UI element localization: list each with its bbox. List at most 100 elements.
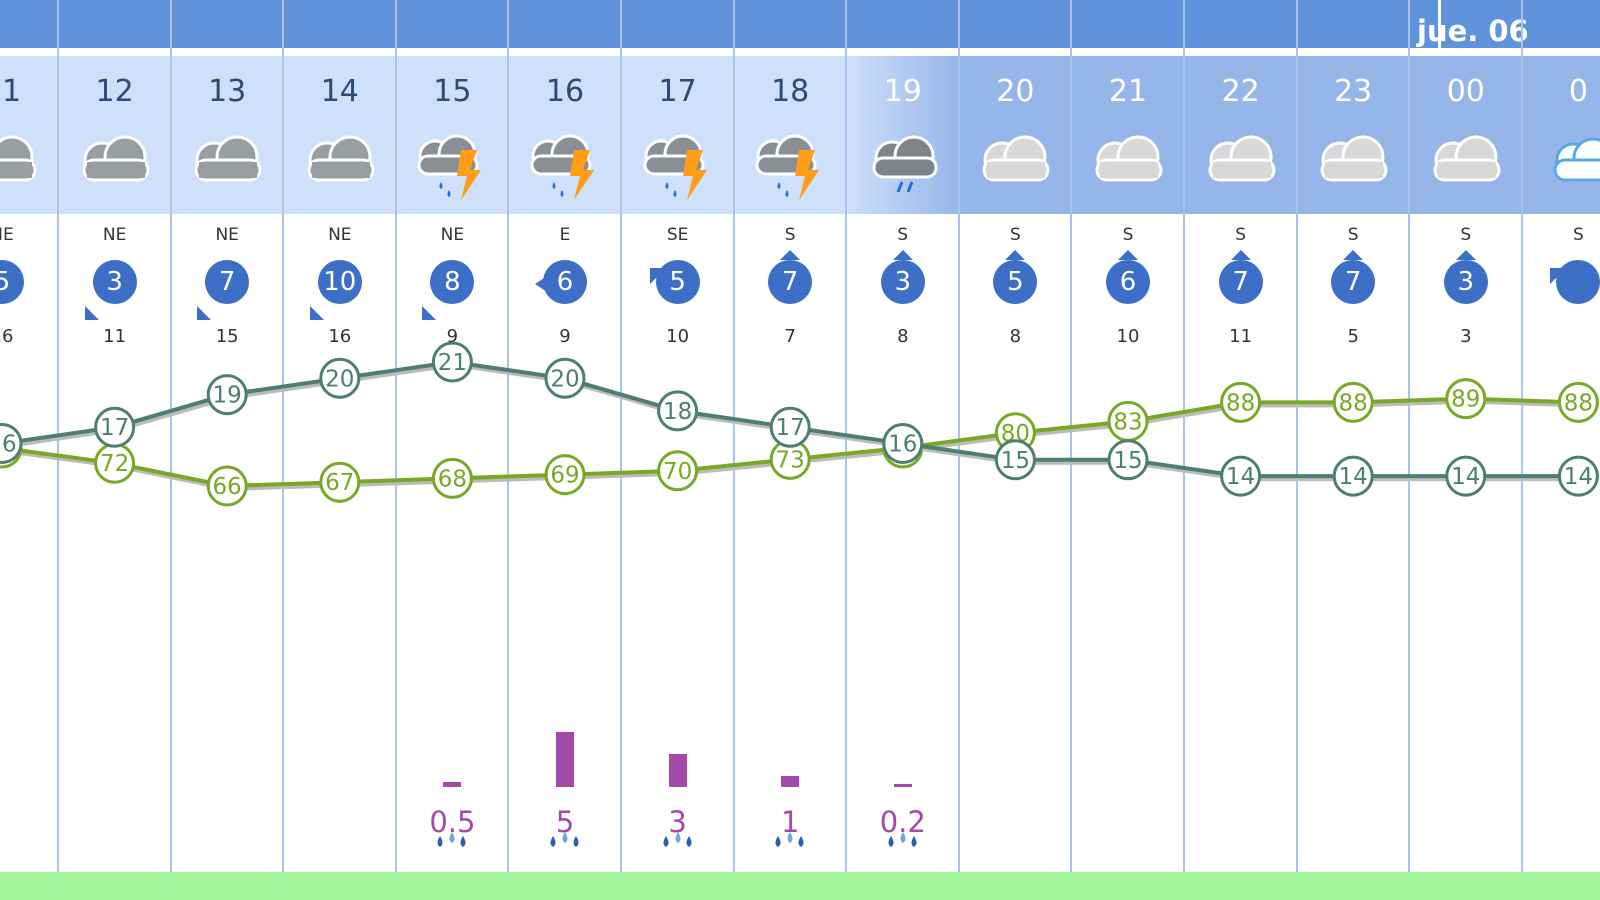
grid-line: [394, 0, 397, 900]
wind-direction-label: S: [897, 225, 909, 245]
storm-icon: [633, 130, 723, 206]
grid-line: [845, 0, 848, 900]
temperature-point: [994, 439, 1036, 481]
humidity-point: [1332, 381, 1374, 423]
wind-direction-label: S: [784, 225, 796, 245]
gust-value: 11: [103, 326, 127, 347]
grid-line: [1070, 0, 1073, 900]
humidity-point: [657, 450, 699, 492]
wind-direction-label: S: [1460, 225, 1472, 245]
wind-speed-value: 7: [768, 260, 813, 304]
humidity-value-label: 88: [1564, 390, 1593, 416]
storm-icon: [745, 130, 835, 206]
grid-line: [57, 0, 59, 900]
temperature-value-label: 20: [325, 366, 354, 392]
humidity-point: [1557, 381, 1599, 423]
wind-speed-value: 3: [92, 260, 137, 304]
wind-speed-value: 7: [1331, 260, 1376, 304]
hour-label: 23: [1334, 74, 1373, 109]
temperature-value-label: 17: [776, 415, 805, 441]
wind-badge: 7: [197, 250, 257, 320]
humidity-point: [544, 454, 586, 496]
precipitation-bar: [893, 784, 912, 787]
temperature-value-label: 14: [1226, 464, 1255, 490]
hour-column-bg: [1409, 56, 1522, 214]
gust-value: 5: [1347, 326, 1359, 347]
gust-value: 7: [784, 326, 796, 347]
wind-direction-label: NE: [215, 225, 239, 245]
precipitation-bar: [556, 732, 574, 787]
temperature-point: [0, 423, 23, 464]
humidity-value-label: 66: [213, 474, 242, 500]
temperature-point: [1332, 455, 1374, 497]
humidity-value-label: 68: [438, 466, 467, 492]
precipitation-bar: [781, 776, 800, 787]
temperature-point: [319, 357, 361, 399]
hour-label: 22: [1221, 74, 1260, 109]
precipitation-bar: [668, 754, 687, 787]
storm-icon: [520, 130, 610, 206]
wind-speed-value: 5: [993, 260, 1038, 304]
grid-line: [507, 0, 510, 900]
wind-badge: [1548, 250, 1600, 320]
wind-speed-value: 6: [543, 260, 587, 304]
humidity-value-label: 89: [1451, 387, 1480, 413]
hour-label: 13: [208, 74, 247, 109]
wind-badge: 5: [985, 250, 1045, 320]
temperature-point: [769, 406, 811, 448]
wind-badge: 3: [873, 250, 933, 320]
wind-badge: 10: [309, 250, 370, 320]
raindrops-icon: [432, 826, 472, 854]
wind-direction-label: NE: [102, 225, 127, 245]
grid-line: [620, 0, 622, 900]
gust-value: 3: [1460, 326, 1472, 347]
grid-line: [1295, 0, 1298, 900]
wind-badge: 7: [1211, 250, 1271, 320]
hour-column-bg: [846, 56, 959, 214]
temperature-value-label: 18: [663, 399, 692, 425]
grid-line: [1183, 0, 1185, 900]
temperature-value-label: 19: [213, 383, 242, 409]
temperature-value-label: 16: [0, 432, 17, 458]
hour-column-bg: [1521, 56, 1600, 214]
wind-direction-label: E: [559, 225, 571, 245]
cloudy-icon: [295, 130, 385, 206]
hour-label: 11: [0, 74, 22, 109]
humidity-value-label: 72: [100, 451, 129, 477]
hour-column-bg: [958, 56, 1072, 214]
rain-cloud-icon: [858, 130, 948, 206]
cloudy-night-icon: [1421, 130, 1511, 206]
temperature-value-label: 21: [438, 350, 467, 376]
gust-value: 16: [328, 326, 352, 347]
precipitation-value: 3: [668, 805, 687, 839]
temperature-point: [1220, 455, 1262, 497]
temperature-value-label: 14: [1339, 464, 1368, 490]
precipitation-value: 5: [555, 805, 575, 839]
wind-direction-label: NE: [440, 225, 465, 245]
wind-speed-value: 3: [1443, 260, 1488, 304]
wind-speed-value: 6: [1106, 260, 1150, 304]
hour-label: 17: [658, 74, 697, 109]
gust-value: 8: [897, 326, 909, 347]
humidity-value-label: 69: [550, 463, 579, 489]
grid-line: [1520, 0, 1523, 900]
wind-badge: 7: [760, 250, 820, 320]
wind-speed-value: 10: [317, 260, 362, 304]
wind-badge: 5: [0, 250, 32, 320]
precipitation-bar: [443, 781, 462, 787]
hour-column-bg: [395, 56, 509, 214]
temperature-point: [882, 423, 924, 464]
wind-speed-value: 3: [880, 260, 925, 304]
wind-badge: 7: [1323, 250, 1383, 320]
temperature-point: [544, 357, 586, 399]
cloudy-night-icon: [1083, 130, 1173, 206]
hour-column-bg: [621, 56, 734, 214]
hour-label: 21: [1108, 74, 1148, 109]
humidity-value-label: 88: [1339, 390, 1368, 416]
humidity-value-label: 70: [663, 459, 692, 485]
wind-badge: 3: [1436, 250, 1496, 320]
wind-direction-label: S: [1347, 225, 1359, 245]
raindrops-icon: [658, 826, 698, 854]
